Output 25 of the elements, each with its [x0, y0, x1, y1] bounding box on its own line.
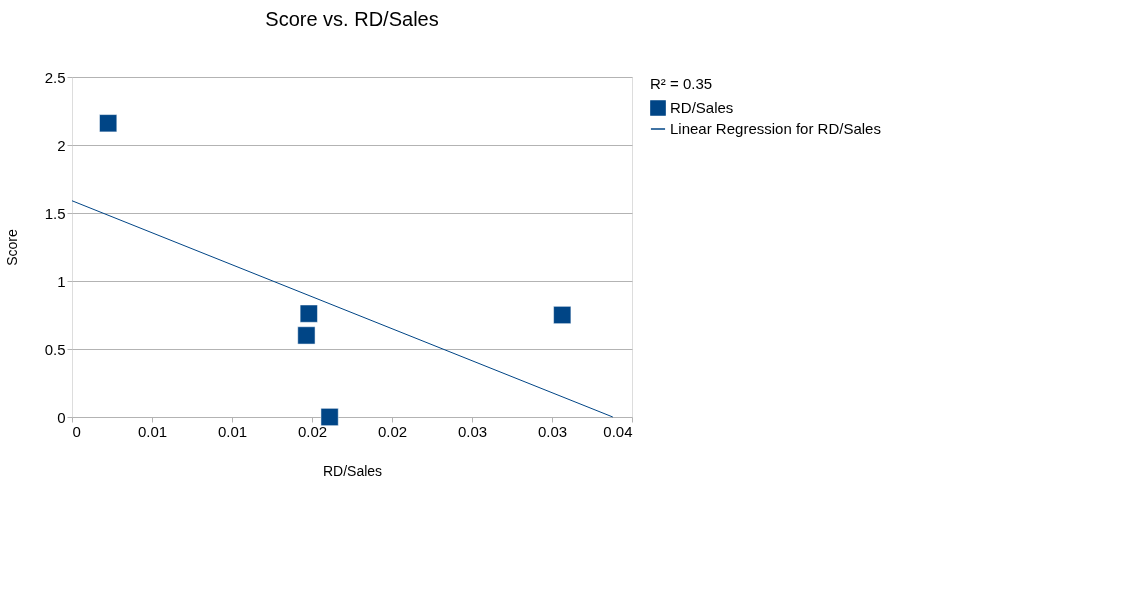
point: [320, 408, 339, 426]
x-tick-label: 0.04: [603, 422, 633, 440]
x-tick-label: 0: [72, 422, 81, 440]
legend-label: Linear Regression for RD/Sales: [670, 120, 881, 137]
x-tick-label: 0.02: [377, 422, 408, 440]
x-tick-label: 0.01: [217, 422, 248, 440]
x-tick-label: 0.02: [297, 422, 328, 440]
y-tick-label: 1: [57, 272, 66, 290]
chart-title: Score vs. RD/Sales: [265, 8, 439, 30]
point: [299, 304, 318, 323]
y-tick-label: 1.5: [44, 204, 66, 222]
y-tick-label: 2: [57, 136, 66, 154]
x-tick-label: 0.01: [137, 422, 168, 440]
y-tick-label: 0: [57, 408, 66, 426]
point: [99, 114, 118, 133]
point: [297, 326, 316, 345]
legend-title: R² = 0.35: [650, 75, 713, 92]
point: [553, 306, 572, 324]
y-axis-title: Score: [3, 229, 20, 266]
x-axis-title: RD/Sales: [322, 462, 383, 479]
y-tick-label: 2.5: [44, 68, 66, 86]
y-tick-label: 0.5: [44, 340, 66, 358]
x-tick-label: 0.03: [457, 422, 488, 440]
x-tick-label: 0.03: [537, 422, 568, 440]
legend-label: RD/Sales: [670, 99, 734, 116]
